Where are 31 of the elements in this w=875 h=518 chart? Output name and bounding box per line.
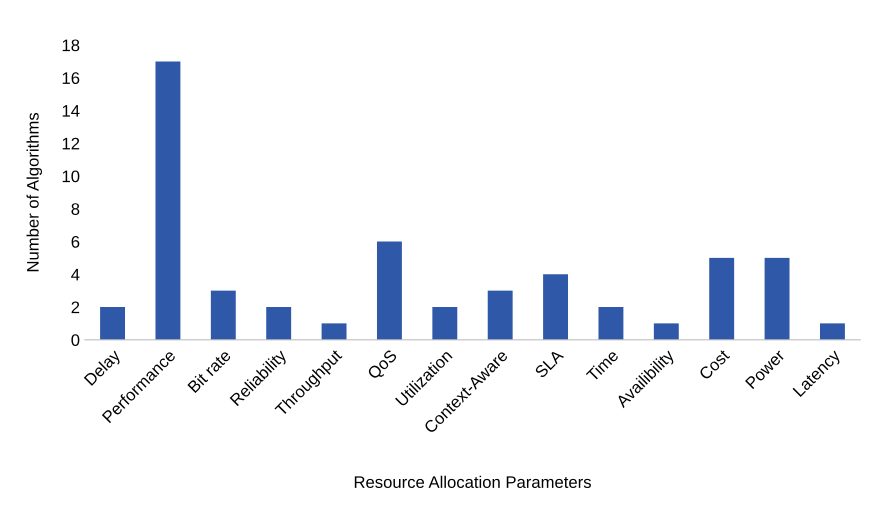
- y-tick-label: 4: [71, 268, 80, 280]
- y-tick-label: 6: [72, 236, 80, 248]
- bar: [488, 290, 513, 340]
- y-axis-title: Number of Algorithms: [26, 112, 42, 272]
- x-tick-label: Time: [585, 348, 620, 382]
- bar: [155, 61, 180, 340]
- bar: [376, 242, 402, 340]
- x-tick-label: Bit rate: [186, 348, 232, 394]
- x-axis-title: Resource Allocation Parameters: [354, 476, 591, 488]
- x-tick-label: Cost: [698, 348, 730, 380]
- bar: [322, 323, 347, 340]
- y-tick-label: 12: [62, 138, 80, 150]
- bar: [210, 290, 236, 340]
- x-tick-label: SLA: [534, 348, 564, 379]
- y-tick-label: 8: [71, 203, 80, 216]
- bar: [820, 323, 845, 340]
- y-tick-label: 10: [62, 170, 80, 182]
- bar: [709, 258, 734, 340]
- y-tick-label: 16: [62, 72, 80, 84]
- bar: [100, 307, 126, 340]
- bar: [266, 307, 292, 340]
- bar: [543, 274, 568, 340]
- y-tick-label: 0: [71, 334, 80, 346]
- bar: [764, 258, 790, 340]
- y-tick-label: 18: [62, 39, 80, 52]
- bar: [654, 323, 679, 340]
- bar: [598, 307, 624, 340]
- y-tick-label: 14: [62, 105, 80, 117]
- bar: [432, 307, 458, 340]
- y-tick-label: 2: [72, 301, 80, 314]
- x-tick-label: QoS: [366, 348, 400, 382]
